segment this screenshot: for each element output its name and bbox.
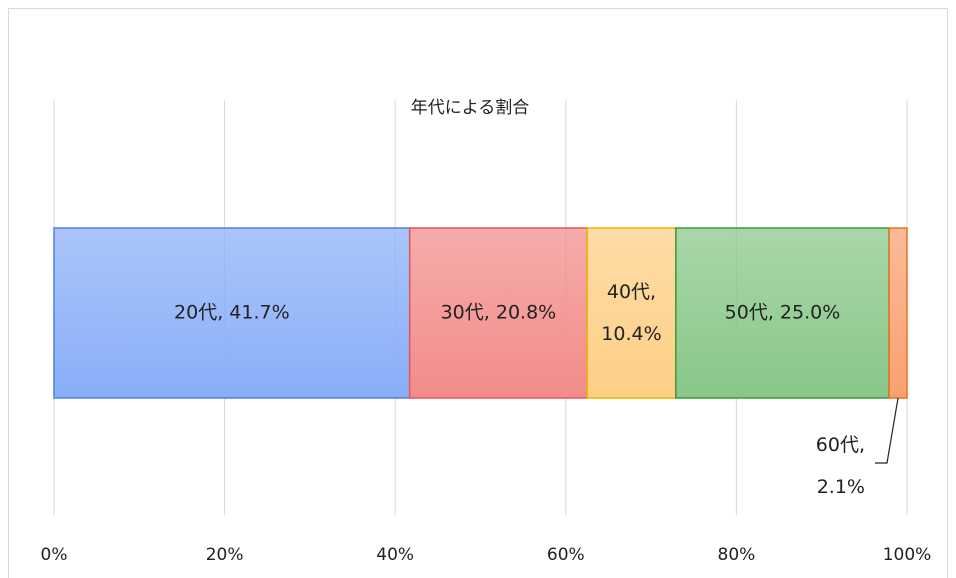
chart-title: 年代による割合 [411, 98, 530, 118]
data-label: 40代, 10.4% [601, 281, 661, 345]
leader-line [875, 397, 899, 464]
x-tick-label: 20% [206, 545, 244, 565]
x-tick-label: 0% [41, 545, 68, 565]
x-tick-label: 60% [547, 545, 585, 565]
bar-segment [586, 227, 677, 399]
chart-border [8, 8, 948, 578]
bar-segment [408, 227, 588, 399]
x-tick-label: 40% [376, 545, 414, 565]
bar-segment [675, 227, 890, 399]
bar-segment [888, 227, 908, 399]
x-tick-label: 100% [883, 545, 932, 565]
data-label: 30代, 20.8% [441, 302, 557, 324]
x-tick-label: 80% [718, 545, 756, 565]
data-label: 20代, 41.7% [174, 302, 290, 324]
bar-segment [53, 227, 411, 399]
data-label: 60代, 2.1% [816, 434, 865, 498]
data-label: 50代, 25.0% [725, 302, 841, 324]
